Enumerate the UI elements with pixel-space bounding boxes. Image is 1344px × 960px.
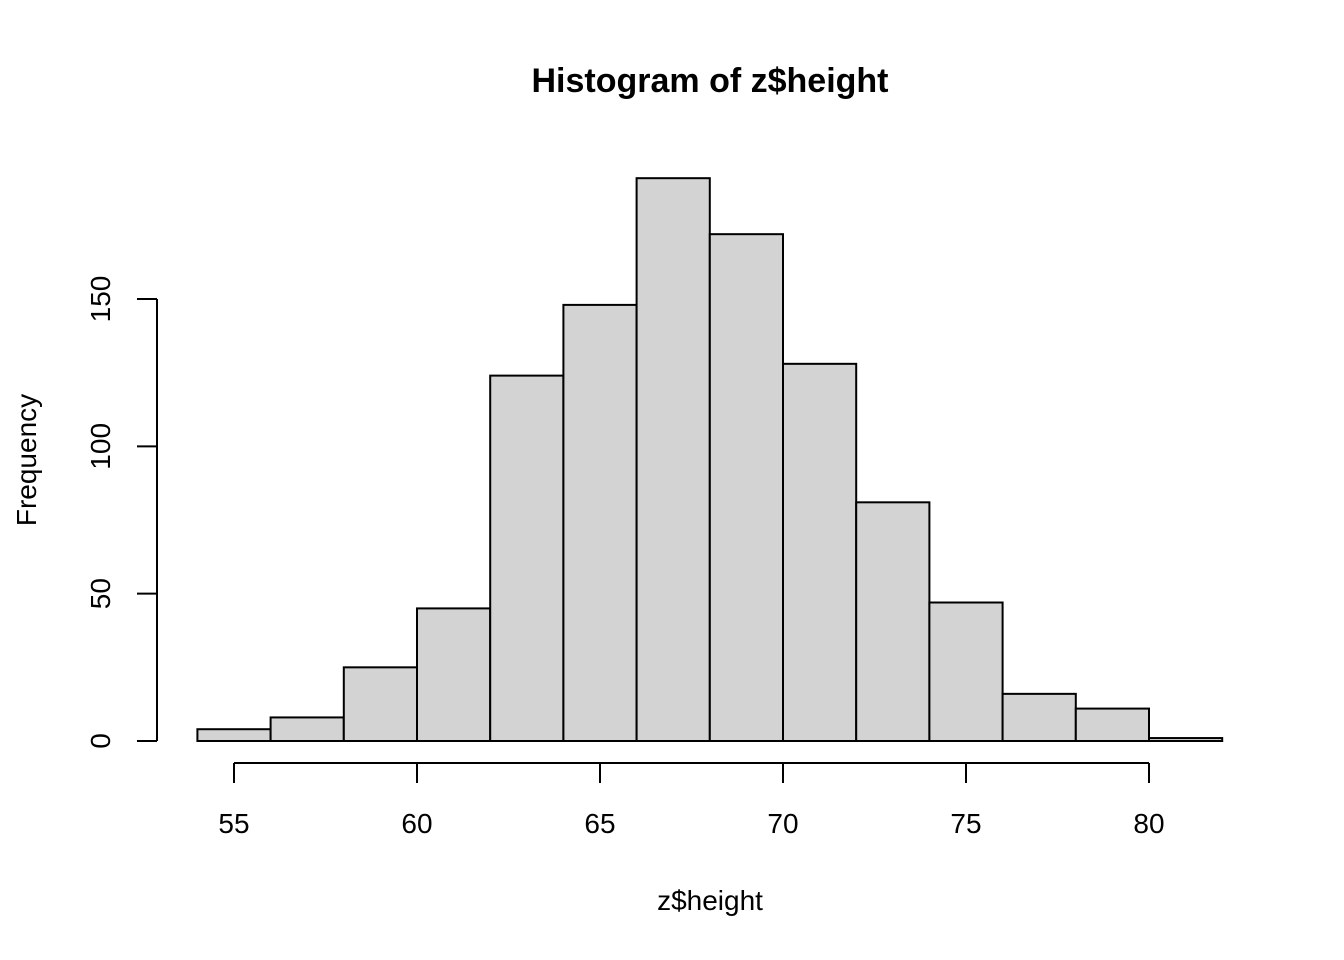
x-axis: 55 60 65 70 75 80: [218, 762, 1165, 839]
y-tick-label-50: 50: [85, 578, 116, 609]
x-tick-label-80: 80: [1133, 808, 1164, 839]
y-axis-label: Frequency: [11, 394, 42, 526]
histogram-bar-9: [855, 501, 931, 742]
histogram-bar-11: [1001, 692, 1077, 742]
x-tick-label-55: 55: [218, 808, 249, 839]
histogram-bar-5: [562, 303, 638, 742]
y-tick-label-150: 150: [85, 276, 116, 323]
x-tick-label-75: 75: [950, 808, 981, 839]
histogram-bar-7: [708, 233, 784, 742]
x-axis-label: z$height: [657, 885, 763, 916]
chart-title: Histogram of z$height: [531, 62, 888, 100]
y-axis: 0 50 100 150: [85, 276, 158, 749]
histogram-bar-0: [196, 728, 272, 742]
histogram-bar-2: [342, 666, 418, 742]
histogram-bar-4: [489, 374, 565, 742]
histogram-bar-12: [1074, 707, 1151, 743]
x-tick-label-65: 65: [584, 808, 615, 839]
bars-group: [196, 177, 1224, 743]
histogram-bar-1: [269, 716, 345, 743]
y-tick-label-0: 0: [85, 733, 116, 749]
x-tick-label-60: 60: [401, 808, 432, 839]
y-tick-label-100: 100: [85, 423, 116, 470]
histogram-bar-13: [1148, 737, 1224, 743]
x-tick-label-70: 70: [767, 808, 798, 839]
histogram-bar-3: [416, 607, 492, 743]
histogram-bar-8: [782, 362, 858, 742]
histogram-bar-10: [928, 601, 1004, 742]
histogram-bar-6: [635, 177, 711, 743]
